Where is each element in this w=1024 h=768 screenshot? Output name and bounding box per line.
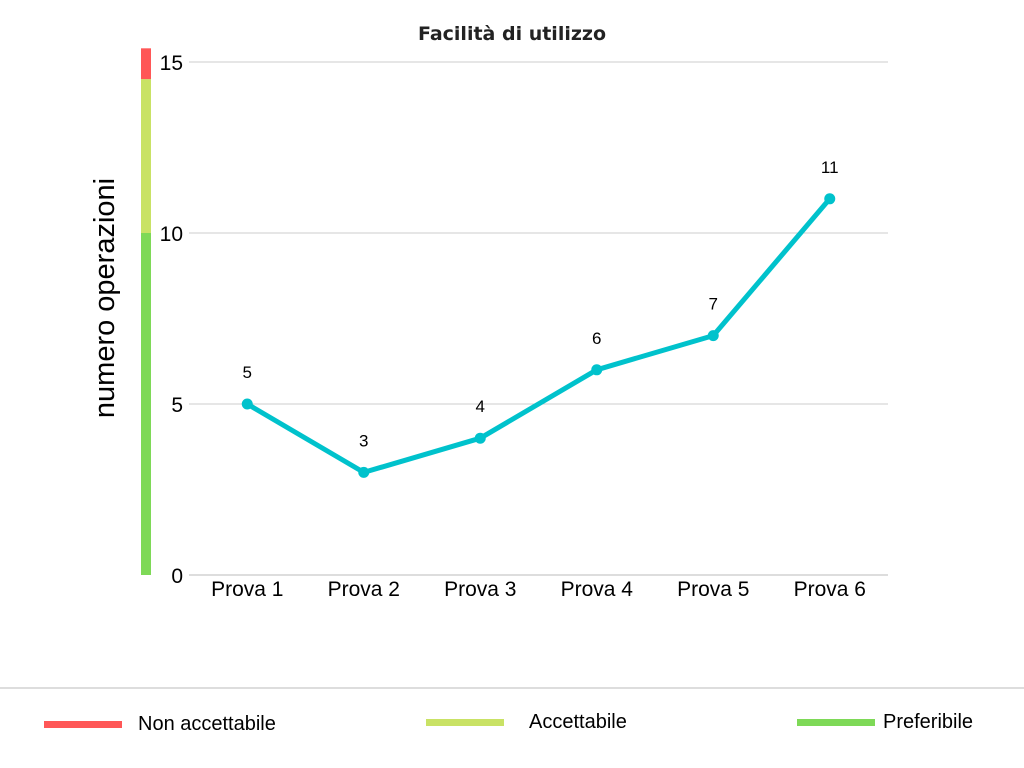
legend-swatch-non-accettabile	[44, 721, 122, 728]
data-labels: 5 3 4 6 7 11	[243, 158, 839, 451]
grid-lines	[189, 61, 888, 576]
y-tick-label: 10	[160, 223, 183, 246]
data-label: 3	[359, 431, 368, 450]
threshold-segment-accettabile	[141, 79, 151, 233]
y-tick-label: 0	[171, 565, 183, 588]
y-axis-ticks: 0 5 10 15	[160, 52, 183, 588]
legend-swatch-preferibile	[797, 719, 875, 726]
data-point	[824, 193, 836, 205]
legend-label-non-accettabile: Non accettabile	[138, 713, 276, 735]
legend-divider	[0, 687, 1024, 689]
y-axis-label: numero operazioni	[89, 178, 121, 418]
y-tick-label: 5	[171, 394, 183, 417]
x-tick-label: Prova 1	[211, 578, 283, 601]
x-tick-label: Prova 6	[794, 578, 866, 601]
legend-item-accettabile: Accettabile	[426, 711, 627, 734]
legend-label-preferibile: Preferibile	[883, 711, 974, 733]
data-point	[707, 330, 719, 342]
legend-swatch-accettabile	[426, 719, 504, 726]
x-tick-label: Prova 2	[328, 578, 400, 601]
threshold-bar	[141, 48, 151, 575]
data-label: 7	[709, 295, 718, 314]
y-tick-label: 15	[160, 52, 183, 75]
threshold-segment-non-accettabile	[141, 48, 151, 80]
data-label: 11	[821, 158, 839, 177]
data-point	[474, 432, 486, 444]
x-tick-label: Prova 5	[677, 578, 749, 601]
data-point	[358, 466, 370, 478]
data-point	[591, 364, 603, 376]
x-tick-label: Prova 4	[561, 578, 634, 601]
legend-item-preferibile: Preferibile	[797, 711, 973, 734]
data-label: 5	[243, 363, 252, 382]
data-point	[241, 398, 253, 410]
data-label: 4	[476, 397, 485, 416]
x-axis-ticks: Prova 1 Prova 2 Prova 3 Prova 4 Prova 5 Prova…	[211, 578, 866, 601]
series-group	[241, 193, 836, 478]
data-label: 6	[592, 329, 601, 348]
x-tick-label: Prova 3	[444, 578, 516, 601]
legend-item-non-accettabile: Non accettabile	[44, 713, 276, 736]
legend-label-accettabile: Accettabile	[529, 711, 627, 733]
series-line	[244, 196, 833, 475]
threshold-segment-preferibile	[141, 233, 151, 575]
chart-title: Facilità di utilizzo	[418, 23, 606, 45]
